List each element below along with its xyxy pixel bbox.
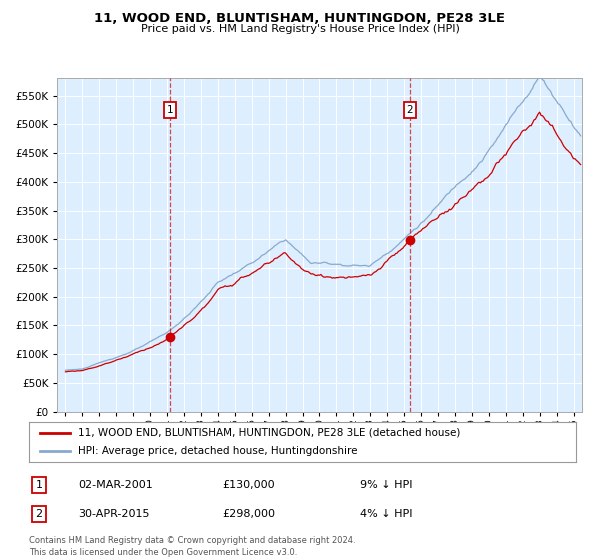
Text: 30-APR-2015: 30-APR-2015 xyxy=(78,509,149,519)
Text: 11, WOOD END, BLUNTISHAM, HUNTINGDON, PE28 3LE: 11, WOOD END, BLUNTISHAM, HUNTINGDON, PE… xyxy=(95,12,505,25)
Text: 2: 2 xyxy=(406,105,413,115)
Text: 11, WOOD END, BLUNTISHAM, HUNTINGDON, PE28 3LE (detached house): 11, WOOD END, BLUNTISHAM, HUNTINGDON, PE… xyxy=(78,428,460,437)
Text: 1: 1 xyxy=(35,480,43,490)
Text: £298,000: £298,000 xyxy=(222,509,275,519)
Text: 02-MAR-2001: 02-MAR-2001 xyxy=(78,480,153,490)
Text: £130,000: £130,000 xyxy=(222,480,275,490)
Text: 4% ↓ HPI: 4% ↓ HPI xyxy=(360,509,413,519)
Text: 2: 2 xyxy=(35,509,43,519)
Text: Contains HM Land Registry data © Crown copyright and database right 2024.
This d: Contains HM Land Registry data © Crown c… xyxy=(29,536,355,557)
Text: 1: 1 xyxy=(167,105,173,115)
Text: 9% ↓ HPI: 9% ↓ HPI xyxy=(360,480,413,490)
Text: Price paid vs. HM Land Registry's House Price Index (HPI): Price paid vs. HM Land Registry's House … xyxy=(140,24,460,34)
Text: HPI: Average price, detached house, Huntingdonshire: HPI: Average price, detached house, Hunt… xyxy=(78,446,358,456)
